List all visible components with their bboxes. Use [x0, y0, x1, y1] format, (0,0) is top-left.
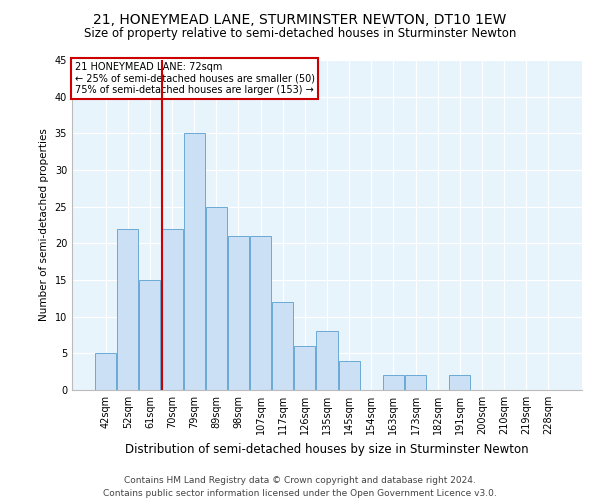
Text: 21 HONEYMEAD LANE: 72sqm
← 25% of semi-detached houses are smaller (50)
75% of s: 21 HONEYMEAD LANE: 72sqm ← 25% of semi-d…: [74, 62, 314, 95]
X-axis label: Distribution of semi-detached houses by size in Sturminster Newton: Distribution of semi-detached houses by …: [125, 442, 529, 456]
Bar: [272, 302, 293, 390]
Bar: [184, 134, 205, 390]
Bar: [95, 354, 116, 390]
Bar: [383, 376, 404, 390]
Bar: [338, 360, 359, 390]
Bar: [250, 236, 271, 390]
Text: Size of property relative to semi-detached houses in Sturminster Newton: Size of property relative to semi-detach…: [84, 28, 516, 40]
Text: Contains HM Land Registry data © Crown copyright and database right 2024.
Contai: Contains HM Land Registry data © Crown c…: [103, 476, 497, 498]
Bar: [316, 332, 338, 390]
Bar: [161, 228, 182, 390]
Bar: [139, 280, 160, 390]
Bar: [295, 346, 316, 390]
Y-axis label: Number of semi-detached properties: Number of semi-detached properties: [39, 128, 49, 322]
Bar: [206, 206, 227, 390]
Bar: [228, 236, 249, 390]
Bar: [405, 376, 426, 390]
Bar: [118, 228, 139, 390]
Bar: [449, 376, 470, 390]
Text: 21, HONEYMEAD LANE, STURMINSTER NEWTON, DT10 1EW: 21, HONEYMEAD LANE, STURMINSTER NEWTON, …: [94, 12, 506, 26]
